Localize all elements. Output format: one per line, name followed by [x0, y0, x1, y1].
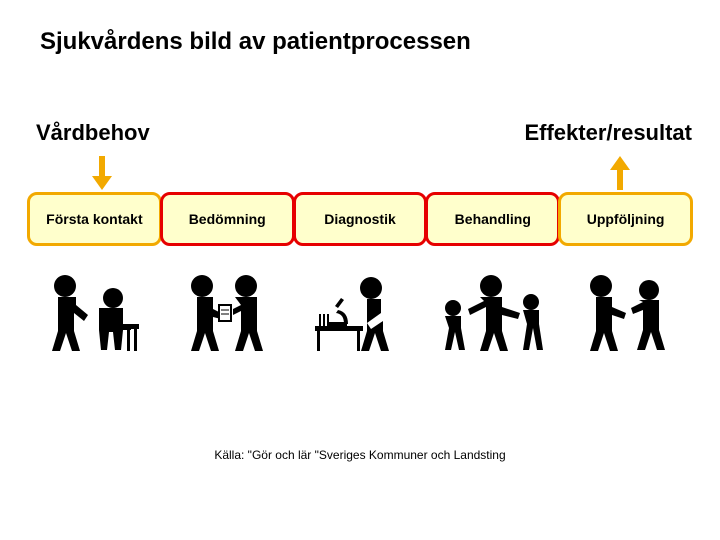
box-label: Bedömning — [189, 211, 266, 227]
source-citation: Källa: "Gör och lär "Sveriges Kommuner o… — [0, 448, 720, 462]
slide-title: Sjukvårdens bild av patientprocessen — [40, 28, 471, 56]
doctor-follow-up-icon — [559, 260, 692, 360]
left-heading: Vårdbehov — [36, 120, 150, 146]
box-label: Behandling — [455, 211, 531, 227]
right-heading: Effekter/resultat — [524, 120, 692, 146]
box-label: Uppföljning — [587, 211, 665, 227]
box-label: Första kontakt — [46, 211, 142, 227]
box-forsta-kontakt: Första kontakt — [27, 192, 162, 246]
box-uppfoljning: Uppföljning — [558, 192, 693, 246]
slide: Sjukvårdens bild av patientprocessen Vår… — [0, 0, 720, 540]
process-box-row: Första kontakt Bedömning Diagnostik Beha… — [28, 192, 692, 246]
microscope-icon — [294, 260, 427, 360]
box-label: Diagnostik — [324, 211, 396, 227]
two-doctors-chart-icon — [161, 260, 294, 360]
doctor-with-children-icon — [426, 260, 559, 360]
box-behandling: Behandling — [425, 192, 560, 246]
icon-row — [28, 260, 692, 360]
arrow-up-icon — [610, 156, 630, 190]
box-diagnostik: Diagnostik — [293, 192, 428, 246]
arrow-down-icon — [92, 156, 112, 190]
box-bedomning: Bedömning — [160, 192, 295, 246]
doctor-patient-exam-icon — [28, 260, 161, 360]
